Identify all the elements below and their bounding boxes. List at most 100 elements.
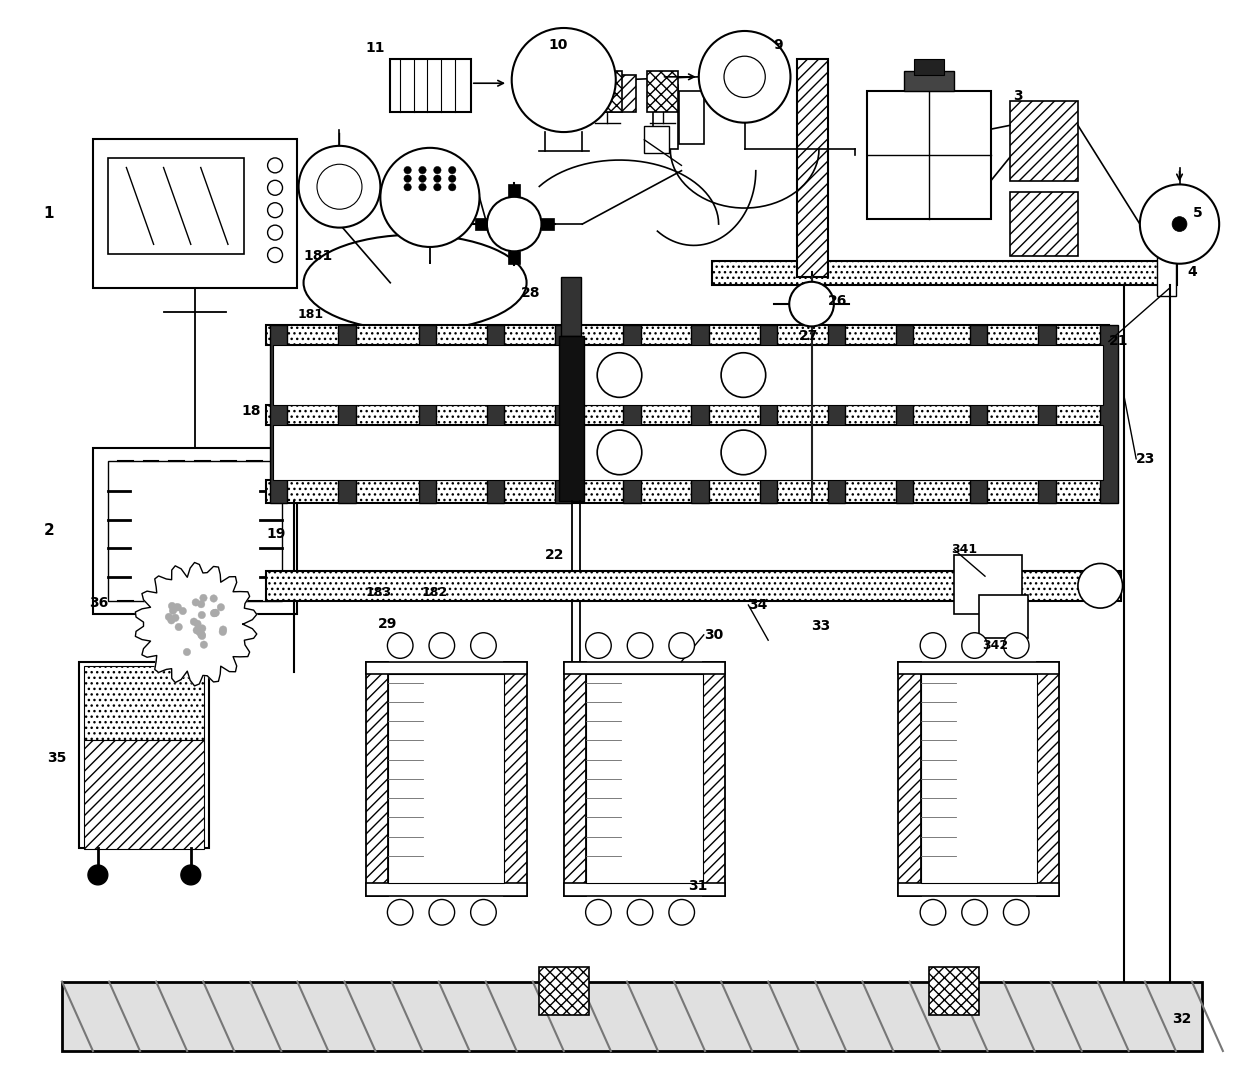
Bar <box>555 325 572 504</box>
Circle shape <box>449 184 456 191</box>
Circle shape <box>699 31 790 123</box>
Circle shape <box>173 635 181 642</box>
Circle shape <box>586 633 611 658</box>
Bar <box>266 571 1121 601</box>
Circle shape <box>181 634 188 641</box>
Text: 5: 5 <box>1193 206 1203 221</box>
Text: 182: 182 <box>421 586 447 599</box>
Bar <box>508 185 520 196</box>
Circle shape <box>299 146 380 227</box>
Bar <box>679 91 704 144</box>
Text: 4: 4 <box>1187 265 1197 280</box>
Text: 34: 34 <box>748 598 768 612</box>
Circle shape <box>627 633 653 658</box>
Bar <box>591 71 622 112</box>
Bar <box>954 555 1022 614</box>
Bar <box>366 883 527 896</box>
Circle shape <box>961 633 987 658</box>
Circle shape <box>173 594 181 602</box>
Text: 22: 22 <box>545 547 565 562</box>
Circle shape <box>183 627 191 635</box>
Bar <box>487 325 504 504</box>
Circle shape <box>268 180 282 195</box>
Bar <box>564 883 725 896</box>
Bar <box>921 674 1037 883</box>
Bar <box>475 218 487 230</box>
Text: 2: 2 <box>43 523 55 539</box>
Bar <box>1037 662 1059 896</box>
Text: 19: 19 <box>266 526 286 541</box>
Circle shape <box>219 599 227 606</box>
Bar <box>108 158 244 254</box>
Bar <box>867 91 991 219</box>
Circle shape <box>429 633 455 658</box>
Bar <box>559 336 584 501</box>
Bar <box>898 883 1059 896</box>
Bar <box>896 325 913 504</box>
Circle shape <box>186 608 193 616</box>
Circle shape <box>176 646 183 653</box>
Circle shape <box>789 282 834 327</box>
Circle shape <box>419 184 426 191</box>
Bar <box>273 345 1103 405</box>
Bar <box>108 461 282 601</box>
Bar <box>586 674 703 883</box>
Bar <box>647 71 678 112</box>
Bar <box>79 662 209 848</box>
Circle shape <box>1004 633 1030 658</box>
Circle shape <box>434 175 441 182</box>
Circle shape <box>404 166 411 174</box>
Bar <box>929 967 979 1016</box>
Circle shape <box>669 899 695 925</box>
Bar <box>273 425 1103 480</box>
Circle shape <box>921 899 945 925</box>
Circle shape <box>187 630 195 637</box>
Circle shape <box>171 598 178 605</box>
Circle shape <box>195 609 202 617</box>
Circle shape <box>192 641 199 649</box>
Circle shape <box>207 641 214 649</box>
Circle shape <box>449 166 456 174</box>
Circle shape <box>216 612 223 620</box>
Text: 11: 11 <box>366 41 385 55</box>
Text: 36: 36 <box>89 595 109 610</box>
Ellipse shape <box>541 35 586 125</box>
Circle shape <box>721 353 766 397</box>
Circle shape <box>182 594 190 602</box>
Text: 21: 21 <box>1109 334 1129 349</box>
Text: 18: 18 <box>242 403 261 418</box>
Bar <box>84 740 204 849</box>
Ellipse shape <box>529 45 598 115</box>
Bar <box>504 662 527 896</box>
Text: 10: 10 <box>549 37 569 52</box>
Circle shape <box>199 649 207 656</box>
Text: 3: 3 <box>1014 89 1023 103</box>
Text: 33: 33 <box>812 619 831 634</box>
Text: 27: 27 <box>799 329 819 344</box>
Circle shape <box>207 599 214 606</box>
Bar <box>270 325 287 504</box>
Text: 181: 181 <box>304 249 333 264</box>
Circle shape <box>204 631 212 638</box>
Circle shape <box>172 622 180 630</box>
Text: 1: 1 <box>43 206 53 221</box>
Bar <box>508 252 520 264</box>
Bar <box>1157 251 1176 296</box>
Bar <box>797 59 828 277</box>
Bar <box>644 126 669 153</box>
Circle shape <box>196 631 203 638</box>
Text: 30: 30 <box>704 627 724 642</box>
Bar <box>1100 325 1118 504</box>
Circle shape <box>213 622 221 630</box>
Circle shape <box>434 166 441 174</box>
Bar <box>93 448 297 614</box>
Circle shape <box>449 175 456 182</box>
Bar <box>914 59 944 75</box>
Text: 28: 28 <box>520 286 540 301</box>
Circle shape <box>217 594 224 601</box>
Text: 342: 342 <box>983 639 1009 652</box>
Bar <box>541 218 554 230</box>
Circle shape <box>208 626 216 634</box>
Circle shape <box>434 184 441 191</box>
Bar <box>390 59 471 112</box>
